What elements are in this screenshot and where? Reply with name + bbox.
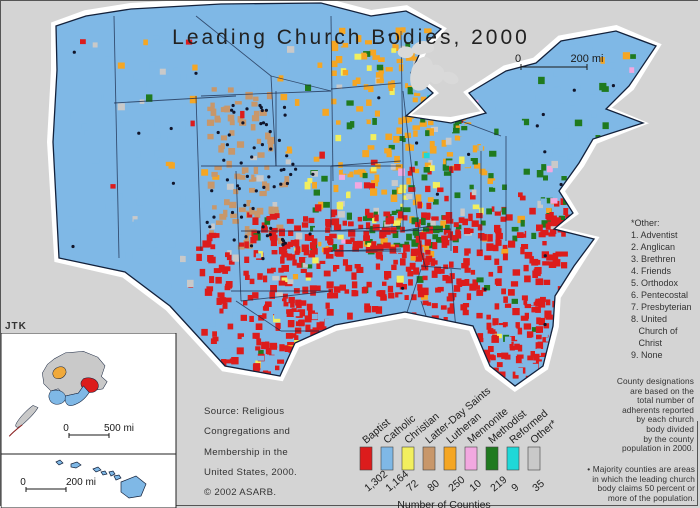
svg-text:1,164: 1,164 bbox=[383, 468, 411, 494]
svg-text:9: 9 bbox=[509, 481, 521, 494]
svg-text:35: 35 bbox=[530, 477, 547, 494]
svg-text:1,302: 1,302 bbox=[362, 468, 390, 494]
svg-text:80: 80 bbox=[425, 477, 442, 494]
svg-text:10: 10 bbox=[467, 477, 484, 494]
svg-text:Number of Counties: Number of Counties bbox=[397, 499, 490, 508]
svg-text:219: 219 bbox=[488, 474, 509, 495]
svg-text:250: 250 bbox=[446, 474, 467, 495]
